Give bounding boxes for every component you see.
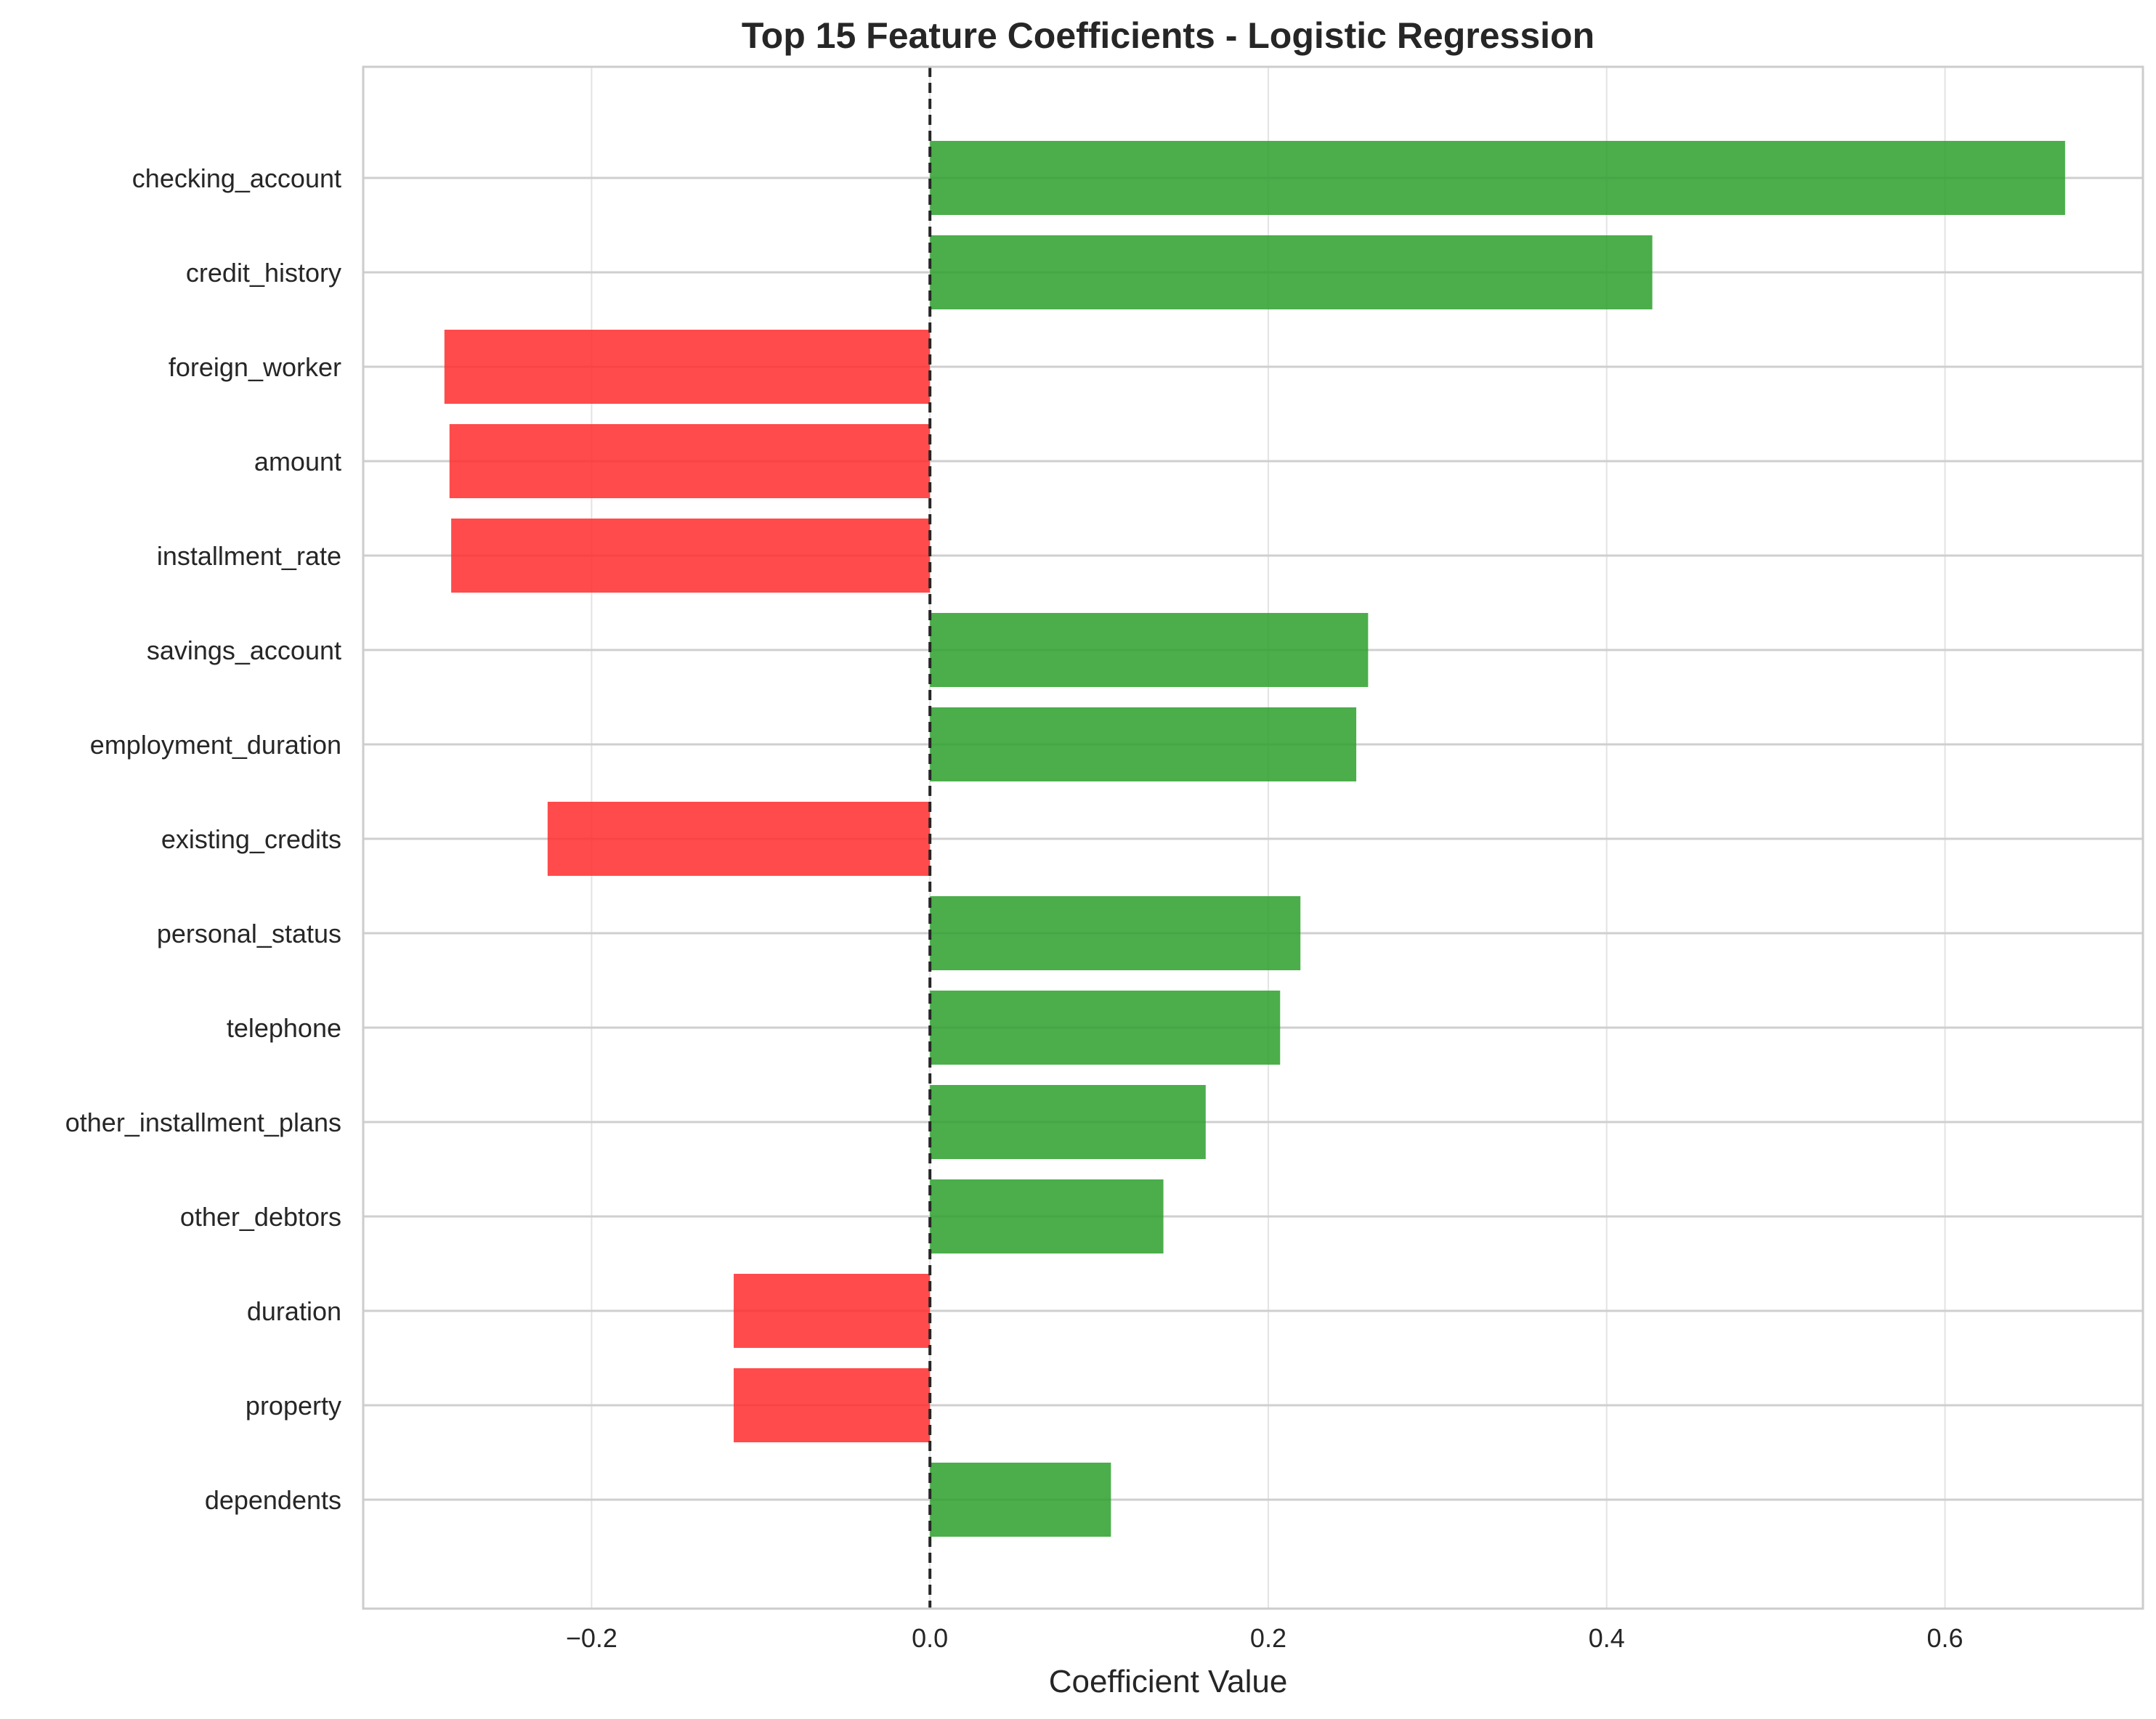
bar-other_installment_plans bbox=[930, 1085, 1206, 1159]
x-tick-label: 0.6 bbox=[1926, 1623, 1963, 1653]
y-tick-label: amount bbox=[254, 447, 341, 476]
bars bbox=[444, 141, 2065, 1537]
bar-dependents bbox=[930, 1463, 1111, 1537]
bar-credit_history bbox=[930, 235, 1653, 309]
y-tick-label: dependents bbox=[205, 1485, 341, 1515]
y-tick-label: credit_history bbox=[186, 258, 341, 288]
y-tick-label: property bbox=[246, 1391, 341, 1421]
bar-foreign_worker bbox=[444, 330, 931, 404]
bar-property bbox=[734, 1368, 931, 1442]
x-tick-labels: −0.2 0.0 0.2 0.4 0.6 bbox=[566, 1623, 1963, 1653]
y-tick-label: existing_credits bbox=[161, 824, 341, 854]
bar-existing_credits bbox=[547, 802, 931, 876]
y-tick-label: telephone bbox=[227, 1013, 341, 1043]
x-tick-label: −0.2 bbox=[566, 1623, 617, 1653]
y-tick-label: installment_rate bbox=[157, 541, 341, 571]
bar-telephone bbox=[930, 991, 1281, 1065]
x-tick-label: 0.0 bbox=[912, 1623, 948, 1653]
y-tick-label: other_debtors bbox=[180, 1202, 341, 1232]
bar-personal_status bbox=[930, 896, 1301, 970]
y-tick-label: foreign_worker bbox=[169, 352, 341, 382]
y-tick-labels: checking_account credit_history foreign_wo… bbox=[65, 163, 341, 1515]
y-tick-label: checking_account bbox=[132, 163, 341, 193]
bar-installment_rate bbox=[451, 519, 931, 593]
bar-savings_account bbox=[930, 613, 1369, 687]
bar-checking_account bbox=[930, 141, 2065, 215]
y-tick-label: other_installment_plans bbox=[65, 1108, 341, 1137]
bar-other_debtors bbox=[930, 1179, 1164, 1253]
y-tick-label: savings_account bbox=[147, 635, 341, 665]
x-tick-label: 0.4 bbox=[1589, 1623, 1625, 1653]
plot-frame bbox=[362, 65, 2144, 1610]
bar-amount bbox=[449, 424, 931, 498]
x-tick-label: 0.2 bbox=[1250, 1623, 1286, 1653]
x-axis-label: Coefficient Value bbox=[1049, 1664, 1288, 1699]
y-tick-label: employment_duration bbox=[90, 730, 341, 760]
bar-employment_duration bbox=[930, 707, 1357, 781]
chart-title: Top 15 Feature Coefficients - Logistic R… bbox=[742, 15, 1594, 56]
y-tick-label: personal_status bbox=[157, 919, 341, 948]
bar-duration bbox=[734, 1274, 931, 1348]
y-tick-label: duration bbox=[247, 1296, 341, 1326]
